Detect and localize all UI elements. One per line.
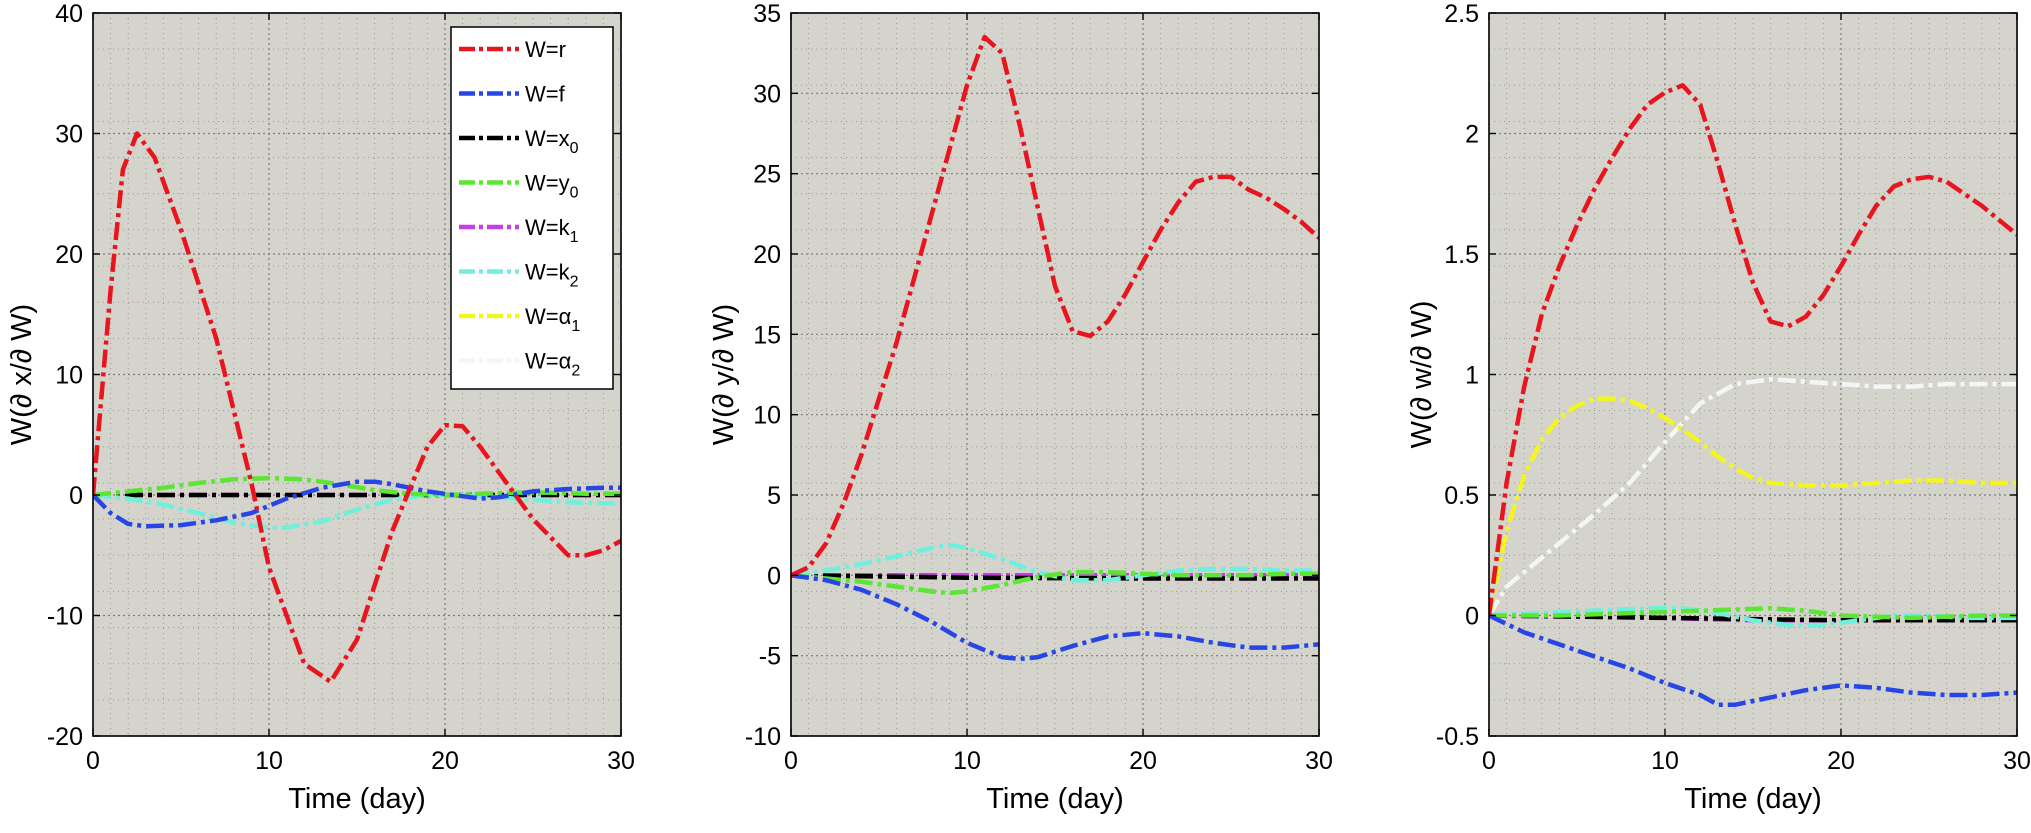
series-group	[791, 34, 1319, 662]
y-tick-label: 0	[767, 562, 781, 590]
x-tick-label: 10	[255, 747, 283, 775]
series-line-k2	[93, 492, 621, 530]
y-tick-label: -0.5	[1436, 723, 1479, 751]
legend-label-k2: W=k2	[525, 260, 579, 291]
legend: W=r W=f W=x0 W=y0 W=k1 W=k2 W=α1 W=α2	[450, 26, 614, 390]
y-tick-label: 2.5	[1444, 0, 1479, 28]
x-tick-label: 0	[86, 747, 100, 775]
series-group	[1489, 83, 2017, 707]
y-tick-label: 30	[753, 80, 781, 108]
y-axis-label: W(∂ y/∂ W)	[708, 304, 740, 445]
y-tick-label: 1	[1465, 362, 1479, 390]
y-axis-label: W(∂ x/∂ W)	[6, 304, 38, 445]
x-tick-label: 30	[607, 747, 635, 775]
y-tick-label: 20	[55, 241, 83, 269]
series-line-r	[1489, 83, 2017, 616]
y-axis-label: W(∂ w/∂ W)	[1406, 301, 1438, 449]
legend-label-y0: W=y0	[525, 171, 579, 202]
x-tick-label: 10	[953, 747, 981, 775]
legend-label-x0: W=x0	[525, 126, 579, 157]
x-tick-label: 20	[1129, 747, 1157, 775]
x-tick-label: 0	[784, 747, 798, 775]
y-tick-label: 40	[55, 0, 83, 28]
y-tick-label: 30	[55, 121, 83, 149]
legend-label-f: W=f	[525, 82, 566, 107]
legend-label-r: W=r	[525, 37, 566, 62]
y-tick-label: -10	[745, 723, 781, 751]
y-tick-label: 10	[753, 402, 781, 430]
chart-panel-2: 0 10 20 30 -10 -5 0 5 10 15 20 25 30 35 Time (day) W(∂ …	[708, 0, 1333, 815]
series-group	[93, 131, 621, 685]
x-axis-label: Time (day)	[288, 783, 426, 815]
legend-label-k1: W=k1	[525, 215, 579, 246]
y-tick-label: 0.5	[1444, 482, 1479, 510]
legend-label-a2: W=α2	[525, 349, 580, 380]
axes-box	[790, 12, 1320, 737]
y-tick-label: 1.5	[1444, 241, 1479, 269]
series-line-f	[93, 479, 621, 529]
x-tick-label: 30	[2003, 747, 2031, 775]
legend-label-a1: W=α1	[525, 304, 580, 335]
x-tick-label: 0	[1482, 747, 1496, 775]
series-line-r	[791, 34, 1319, 578]
y-tick-label: -5	[759, 643, 781, 671]
plot-background	[791, 13, 1319, 736]
y-tick-label: 10	[55, 362, 83, 390]
series-line-y0	[791, 569, 1319, 596]
y-tick-label: 20	[753, 241, 781, 269]
series-line-r	[93, 131, 621, 685]
plot-background	[1489, 13, 2017, 736]
y-tick-label: -10	[47, 603, 83, 631]
x-tick-label: 10	[1651, 747, 1679, 775]
y-tick-label: 5	[767, 482, 781, 510]
y-tick-label: 35	[753, 0, 781, 28]
y-tick-label: 0	[69, 482, 83, 510]
y-tick-label: 0	[1465, 603, 1479, 631]
y-tick-label: -20	[47, 723, 83, 751]
x-tick-label: 20	[1827, 747, 1855, 775]
x-axis-label: Time (day)	[986, 783, 1124, 815]
series-line-k2	[1489, 606, 2017, 628]
series-line-f	[1489, 613, 2017, 707]
x-tick-label: 20	[431, 747, 459, 775]
y-tick-label: 25	[753, 161, 781, 189]
y-tick-label: 15	[753, 321, 781, 349]
series-line-f	[791, 573, 1319, 662]
series-line-a2	[1489, 377, 2017, 617]
minor-grid	[1488, 12, 2018, 737]
x-tick-label: 30	[1305, 747, 1333, 775]
series-line-y0	[1489, 606, 2017, 621]
x-axis-label: Time (day)	[1684, 783, 1822, 815]
y-tick-label: 2	[1465, 121, 1479, 149]
legend-box	[450, 26, 614, 390]
series-line-a1	[1489, 396, 2017, 616]
